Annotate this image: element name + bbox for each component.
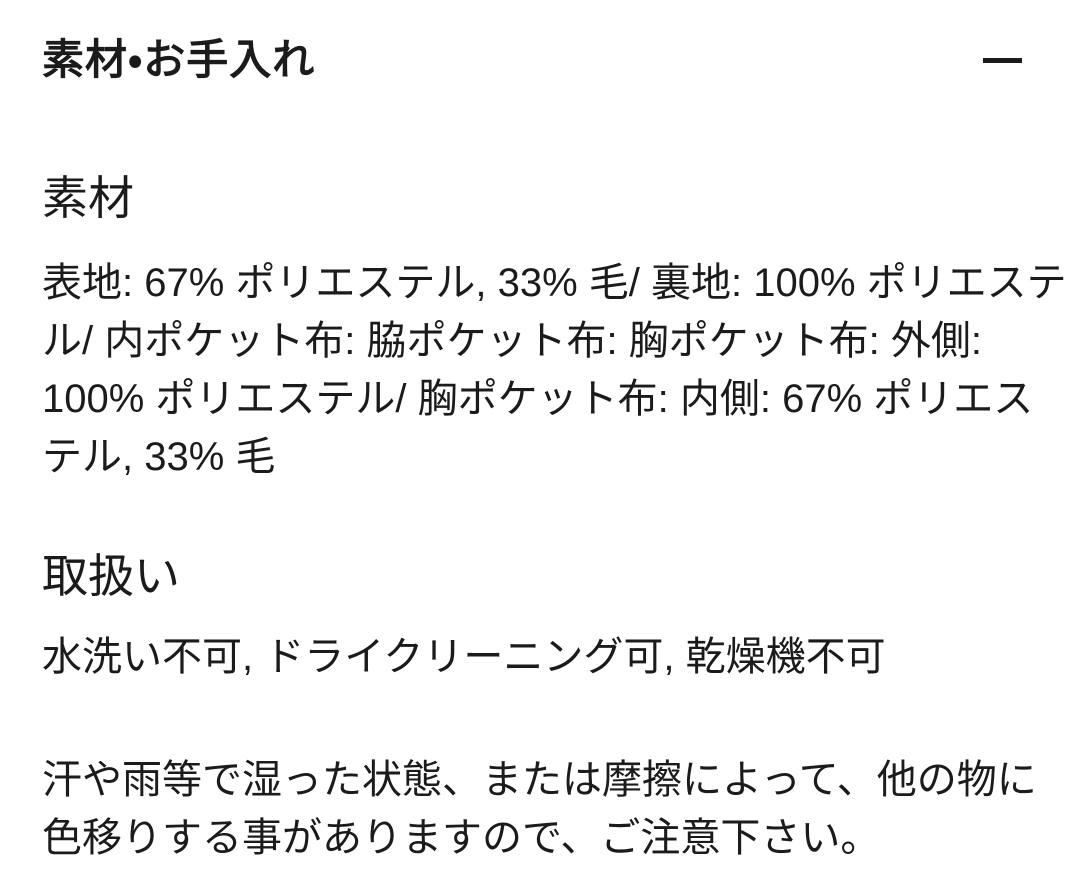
text-line: 汗や雨等で湿った状態、または摩擦によって、他の物に [42,758,1037,802]
accordion-title: 素材・お手入れ [42,36,316,83]
text-line: 水洗い不可, ドライクリーニング可, 乾燥機不可 [42,635,886,679]
minus-icon[interactable] [983,57,1022,63]
care-instructions: 水洗い不可, ドライクリーニング可, 乾燥機不可 [42,628,1038,686]
care-heading: 取扱い [42,550,180,602]
color-transfer-caution: 汗や雨等で湿った状態、または摩擦によって、他の物に 色移りする事がありますので、… [42,751,1038,867]
text-line: ル/ 内ポケット布: 脇ポケット布: 胸ポケット布: 外側: [42,319,983,363]
text-line: 色移りする事がありますので、ご注意下さい。 [42,816,881,860]
text-line: 100% ポリエステル/ 胸ポケット布: 内側: 67% ポリエス [42,377,1034,421]
accordion-body: 素材 表地: 67% ポリエステル, 33% 毛/ 裏地: 100% ポリエステ… [42,166,1067,867]
text-line: 表地: 67% ポリエステル, 33% 毛/ 裏地: 100% ポリエステ [42,261,1067,305]
accordion-header[interactable]: 素材・お手入れ [42,31,1038,89]
material-composition: 表地: 67% ポリエステル, 33% 毛/ 裏地: 100% ポリエステ ル/… [42,254,1067,486]
text-line: テル, 33% 毛 [42,435,276,479]
material-heading: 素材 [42,172,134,224]
